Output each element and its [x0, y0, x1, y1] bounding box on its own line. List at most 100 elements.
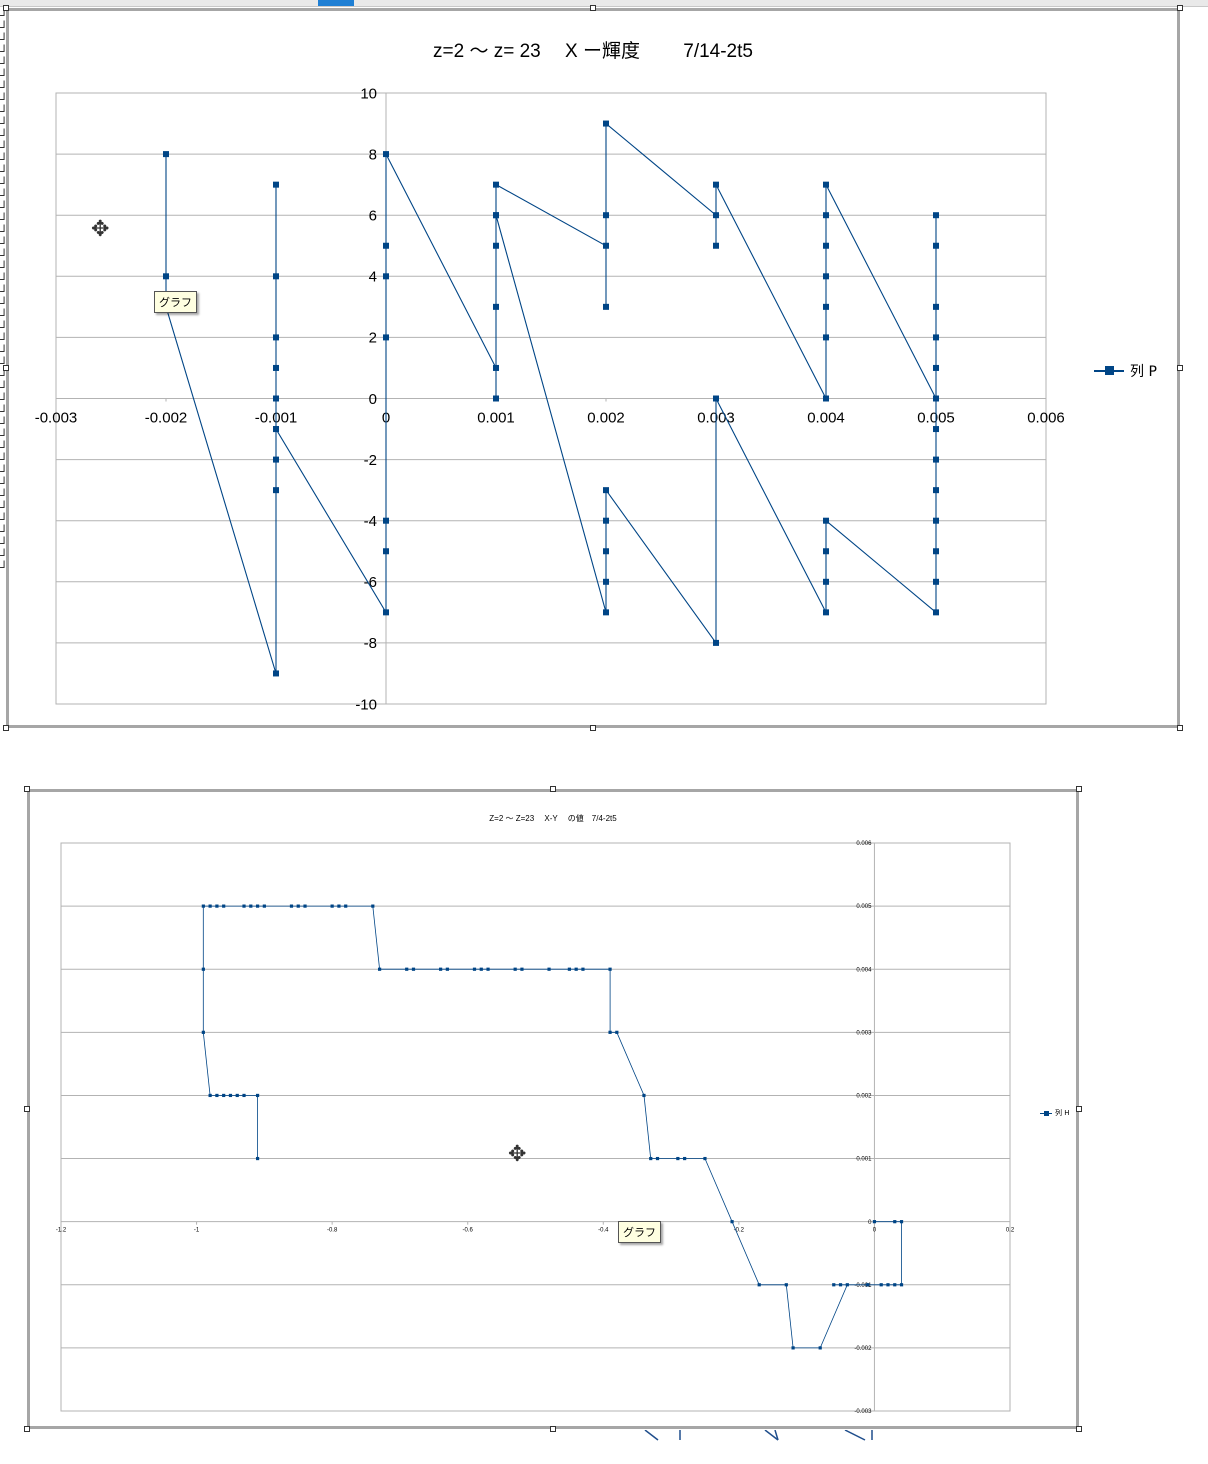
resize-handle[interactable] [590, 725, 596, 731]
data-point [823, 395, 829, 402]
data-point [823, 609, 829, 616]
data-point [273, 273, 279, 280]
row-mark: ⅃ [0, 116, 6, 127]
data-point [383, 151, 389, 158]
y-tick-label: -8 [364, 635, 377, 652]
x-tick-label: -0.002 [145, 410, 188, 427]
row-mark: ⅃ [0, 368, 6, 379]
data-point [493, 303, 499, 310]
data-point [445, 967, 449, 971]
x-tick-label: 0.2 [1006, 1228, 1015, 1234]
data-point [383, 517, 389, 524]
row-mark: ⅃ [0, 332, 6, 343]
data-point [201, 1030, 205, 1034]
data-point [383, 273, 389, 280]
data-point [215, 1093, 219, 1098]
data-point [222, 904, 226, 908]
y-tick-label: 10 [360, 85, 377, 102]
data-point [581, 967, 585, 971]
y-tick-label: -2 [364, 452, 377, 469]
data-point [383, 609, 389, 616]
row-mark: ⅃ [0, 404, 6, 415]
resize-handle[interactable] [1076, 786, 1082, 792]
chart-frame-xy[interactable]: Z=2 〜 Z=23 X-Y の値 7/4-2t5 -0.003 -0.002 -0.… [24, 786, 1082, 1432]
resize-handle[interactable] [24, 1426, 30, 1432]
data-point [603, 487, 609, 494]
data-point [608, 1030, 612, 1034]
data-point [208, 1093, 212, 1098]
data-point [377, 967, 382, 971]
data-point [603, 578, 609, 585]
x-tick-label: -1.2 [56, 1228, 67, 1234]
resize-handle[interactable] [590, 5, 596, 11]
data-point [879, 1283, 883, 1287]
data-point [933, 487, 939, 494]
data-point [603, 120, 609, 127]
data-point [405, 967, 409, 971]
data-point [899, 1283, 904, 1287]
row-mark: ⅃ [0, 536, 6, 547]
data-point [603, 242, 609, 249]
data-point [655, 1156, 660, 1161]
resize-handle[interactable] [1076, 1426, 1082, 1432]
data-point [838, 1283, 843, 1287]
data-point [818, 1346, 822, 1350]
resize-handle[interactable] [1177, 725, 1183, 731]
x-tick-label: 0.002 [587, 410, 625, 427]
y-tick-label: -0.001 [854, 1283, 872, 1289]
x-tick-label: -0.6 [463, 1228, 474, 1234]
data-point [933, 426, 939, 433]
resize-handle[interactable] [3, 725, 9, 731]
resize-handle[interactable] [24, 786, 30, 792]
y-tick-label: -0.002 [854, 1346, 872, 1352]
y-tick-label: 0.004 [856, 967, 872, 973]
resize-handle[interactable] [3, 365, 9, 371]
resize-handle[interactable] [550, 1426, 556, 1432]
row-mark: ⅃ [0, 272, 6, 283]
row-mark: ⅃ [0, 248, 6, 259]
data-point [344, 904, 348, 908]
resize-handle[interactable] [1076, 1106, 1082, 1112]
data-point [823, 334, 829, 341]
data-point [683, 1156, 687, 1161]
data-point [242, 904, 246, 908]
resize-handle[interactable] [3, 5, 9, 11]
y-tick-label: 0 [369, 391, 377, 408]
row-mark: ⅃ [0, 548, 6, 559]
data-point [603, 609, 609, 616]
chart-luminance: z=2 〜 z= 23 X ー輝度 7/14-2t5 -10 -8 -6 -4 -2 0 2 4… [35, 40, 1065, 713]
row-mark: ⅃ [0, 356, 6, 367]
data-point [513, 967, 517, 971]
data-point [493, 395, 499, 402]
x-tick-label: 0.006 [1027, 410, 1065, 427]
row-mark: ⅃ [0, 56, 6, 67]
resize-handle[interactable] [24, 1106, 30, 1112]
data-point [791, 1346, 795, 1350]
data-point [472, 967, 477, 971]
resize-handle[interactable] [550, 786, 556, 792]
data-point [273, 426, 279, 433]
data-point [201, 967, 205, 971]
data-point [262, 904, 266, 908]
row-mark: ⅃ [0, 416, 6, 427]
row-mark: ⅃ [0, 452, 6, 463]
row-mark: ⅃ [0, 224, 6, 235]
row-mark: ⅃ [0, 296, 6, 307]
legend: 列 P [1094, 361, 1157, 381]
data-point [330, 904, 334, 908]
resize-handle[interactable] [1177, 365, 1183, 371]
data-point [603, 548, 609, 555]
data-point [823, 303, 829, 310]
chart-frame-luminance[interactable]: z=2 〜 z= 23 X ー輝度 7/14-2t5 -10 -8 -6 -4 -2 0 2 4… [3, 5, 1183, 731]
row-mark: ⅃ [0, 284, 6, 295]
data-point [933, 395, 939, 402]
row-mark: ⅃ [0, 380, 6, 391]
data-point [493, 181, 499, 188]
selected-column-marker [318, 0, 354, 6]
resize-handle[interactable] [1177, 5, 1183, 11]
data-point [255, 904, 260, 908]
row-mark: ⅃ [0, 20, 6, 31]
y-tick-label: -10 [355, 696, 377, 713]
data-point [547, 967, 551, 971]
legend-marker [1040, 1110, 1052, 1116]
